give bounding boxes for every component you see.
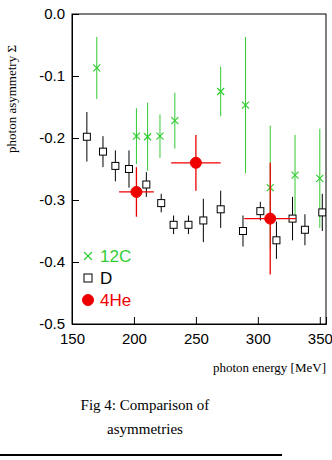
y-tick-mark	[72, 138, 79, 139]
point	[190, 157, 201, 168]
y-tick: -0.1	[39, 67, 79, 84]
point	[292, 172, 299, 179]
y-tick-mark	[72, 76, 79, 77]
x-tick: 350	[308, 317, 332, 347]
legend-label: D	[100, 269, 112, 288]
x-tick-label: 300	[246, 330, 271, 347]
caption: asymmetries	[107, 421, 183, 437]
point	[93, 64, 100, 71]
caption: Fig 4: Comparison of	[81, 397, 210, 413]
y-tick-label: -0.2	[39, 129, 65, 146]
y-tick: 0.0	[44, 5, 79, 22]
series	[93, 37, 323, 250]
point	[171, 117, 178, 124]
legend-label: 12C	[100, 247, 131, 266]
point	[217, 206, 224, 213]
plot-frame	[72, 14, 326, 324]
x-tick-mark	[320, 317, 321, 324]
legend: 12C D 4He	[83, 247, 132, 310]
y-tick-label: -0.1	[39, 67, 65, 84]
legend-label: 4He	[100, 291, 131, 310]
legend-item: 12C	[84, 247, 131, 266]
y-tick: -0.4	[39, 253, 79, 270]
series	[119, 135, 296, 275]
x-axis-line	[73, 317, 327, 325]
point	[242, 102, 249, 109]
y-tick-label: -0.3	[39, 191, 65, 208]
legend-item: 4He	[83, 291, 132, 310]
y-tick-mark	[72, 262, 79, 263]
point	[158, 200, 165, 207]
y-tick-mark	[72, 200, 79, 201]
y-axis: 0.0 -0.1 -0.2 -0.3 -0.4 -0.5	[39, 5, 79, 332]
x-tick-label: 350	[308, 330, 332, 347]
legend-marker	[83, 295, 94, 306]
x-tick-mark	[258, 317, 259, 324]
y-tick: -0.2	[39, 129, 79, 146]
y-tick-mark	[72, 14, 79, 15]
point	[185, 221, 192, 228]
x-tick: 200	[122, 317, 147, 347]
x-tick: 300	[246, 317, 271, 347]
caption-rule	[0, 454, 282, 456]
point	[125, 166, 132, 173]
x-tick-mark	[134, 317, 135, 324]
point	[301, 226, 308, 233]
y-tick-label: 0.0	[44, 5, 65, 22]
y-axis-line	[73, 15, 80, 325]
point	[239, 228, 246, 235]
point	[83, 133, 90, 140]
y-tick-label: -0.4	[39, 253, 65, 270]
x-tick-label: 200	[122, 330, 147, 347]
point	[131, 186, 142, 197]
series	[83, 112, 325, 259]
point	[319, 209, 326, 216]
plot: 1502002503003500.0-0.1-0.2-0.3-0.4-0.512…	[39, 5, 332, 346]
point	[265, 213, 276, 224]
legend-marker	[84, 274, 92, 282]
y-tick: -0.3	[39, 191, 79, 208]
point	[217, 88, 224, 95]
x-axis: 150200250300350	[60, 317, 332, 347]
point	[170, 221, 177, 228]
point	[257, 208, 264, 215]
x-axis-title: photon energy [MeV]	[213, 360, 326, 375]
point	[133, 133, 140, 140]
y-tick-mark	[72, 324, 79, 325]
x-tick: 250	[184, 317, 209, 347]
point	[156, 133, 163, 140]
legend-item: D	[84, 269, 112, 288]
x-tick-mark	[196, 317, 197, 324]
y-axis-title: photon asymmetry Σ	[4, 45, 19, 153]
point	[112, 162, 119, 169]
y-tick: -0.5	[39, 315, 79, 332]
point	[200, 217, 207, 224]
point	[273, 237, 280, 244]
point	[144, 133, 151, 140]
point	[316, 175, 323, 182]
point	[99, 148, 106, 155]
chart: 1502002503003500.0-0.1-0.2-0.3-0.4-0.512…	[0, 0, 332, 460]
point	[143, 181, 150, 188]
marks	[83, 37, 325, 274]
legend-marker	[84, 252, 92, 260]
x-tick-label: 250	[184, 330, 209, 347]
y-tick-label: -0.5	[39, 315, 65, 332]
